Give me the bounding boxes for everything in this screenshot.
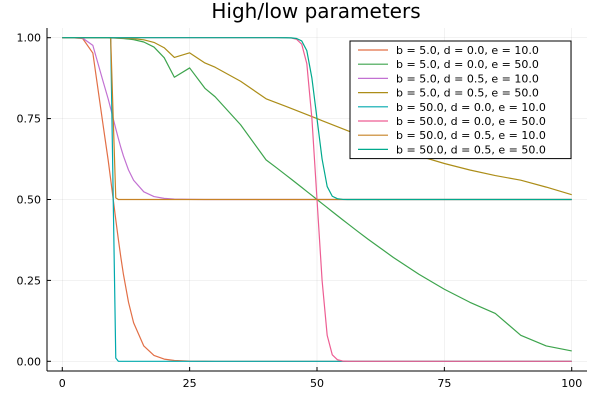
x-tick-label: 0 <box>59 377 66 390</box>
chart-title: High/low parameters <box>211 0 420 23</box>
y-tick-label: 0.00 <box>17 355 42 368</box>
legend-label: b = 5.0, d = 0.0, e = 10.0 <box>396 44 539 57</box>
legend: b = 5.0, d = 0.0, e = 10.0b = 5.0, d = 0… <box>349 40 572 160</box>
axes-layer: 0 25 50 75 100 0.00 0.25 0.50 0.75 1.00 <box>17 28 587 390</box>
y-tick-label: 0.25 <box>17 274 42 287</box>
y-tick-label: 0.50 <box>17 194 42 207</box>
legend-label: b = 5.0, d = 0.5, e = 10.0 <box>396 72 539 85</box>
legend-label: b = 5.0, d = 0.5, e = 50.0 <box>396 87 539 100</box>
y-tick-label: 1.00 <box>17 32 42 45</box>
x-tick-label: 100 <box>561 377 582 390</box>
legend-box <box>349 40 572 160</box>
x-tick-label: 75 <box>437 377 451 390</box>
x-tick-label: 50 <box>310 377 324 390</box>
legend-label: b = 50.0, d = 0.0, e = 10.0 <box>396 101 546 114</box>
legend-label: b = 5.0, d = 0.0, e = 50.0 <box>396 58 539 71</box>
x-tick-label: 25 <box>183 377 197 390</box>
legend-label: b = 50.0, d = 0.5, e = 10.0 <box>396 129 546 142</box>
y-tick-label: 0.75 <box>17 113 42 126</box>
legend-label: b = 50.0, d = 0.5, e = 50.0 <box>396 143 546 156</box>
legend-label: b = 50.0, d = 0.0, e = 50.0 <box>396 115 546 128</box>
series-line-8 <box>62 37 572 201</box>
